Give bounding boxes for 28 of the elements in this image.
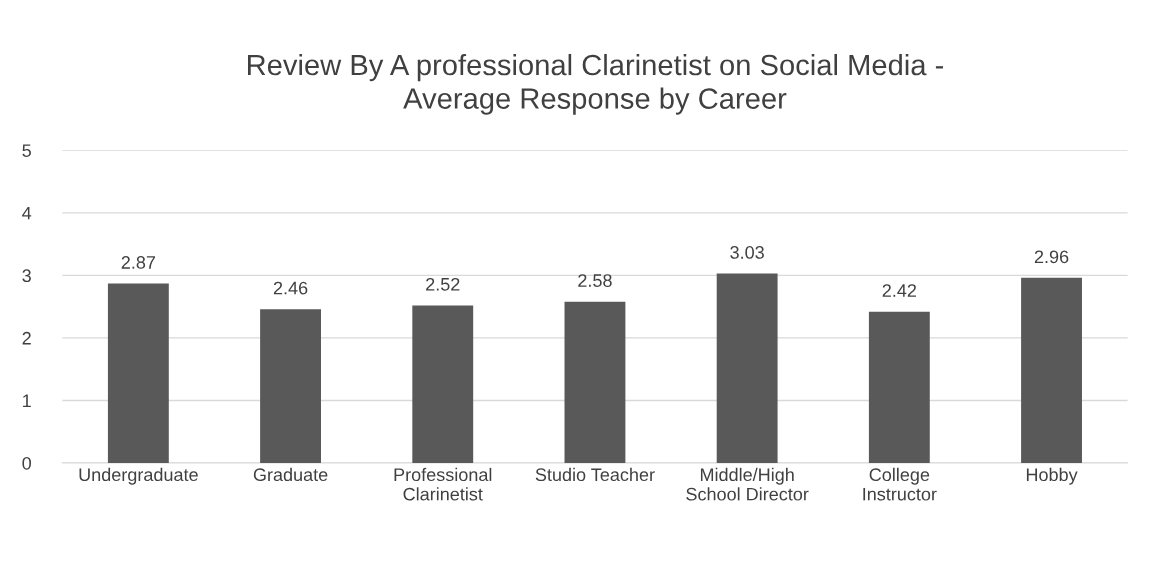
x-tick-label: Middle/High School Director [686,467,809,501]
data-label: 2.52 [426,277,460,291]
chart-title: Review By A professional Clarinetist on Social Media - Average Response by Career [248,53,944,115]
x-tick-label: College Instructor [863,467,937,501]
y-tick-label: 5 [22,144,31,157]
bar [1021,277,1082,463]
y-tick-label: 0 [22,456,31,470]
bar [716,273,778,463]
y-tick-label: 2 [22,331,31,345]
bar [107,283,169,463]
x-tick-label: Hobby [1026,467,1078,485]
data-label: 2.46 [273,281,308,295]
y-tick-label: 1 [23,394,31,407]
data-label: 3.03 [730,246,764,259]
y-tick-label: 4 [22,206,32,220]
bar [260,309,321,463]
x-tick-label: Graduate [253,467,328,482]
bar [564,301,626,463]
x-tick-label: Studio Teacher [535,467,655,482]
data-label: 2.58 [578,274,612,287]
x-tick-label: Undergraduate [79,467,198,485]
data-label: 2.96 [1034,250,1069,264]
y-tick-label: 3 [22,269,31,283]
data-label: 2.42 [882,284,917,297]
bar [412,305,474,463]
bar [868,311,930,463]
data-label: 2.87 [121,256,156,269]
x-tick-label: Professional Clarinetist [394,467,492,501]
